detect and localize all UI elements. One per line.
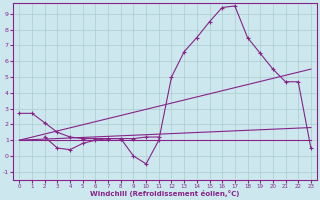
X-axis label: Windchill (Refroidissement éolien,°C): Windchill (Refroidissement éolien,°C): [91, 190, 240, 197]
